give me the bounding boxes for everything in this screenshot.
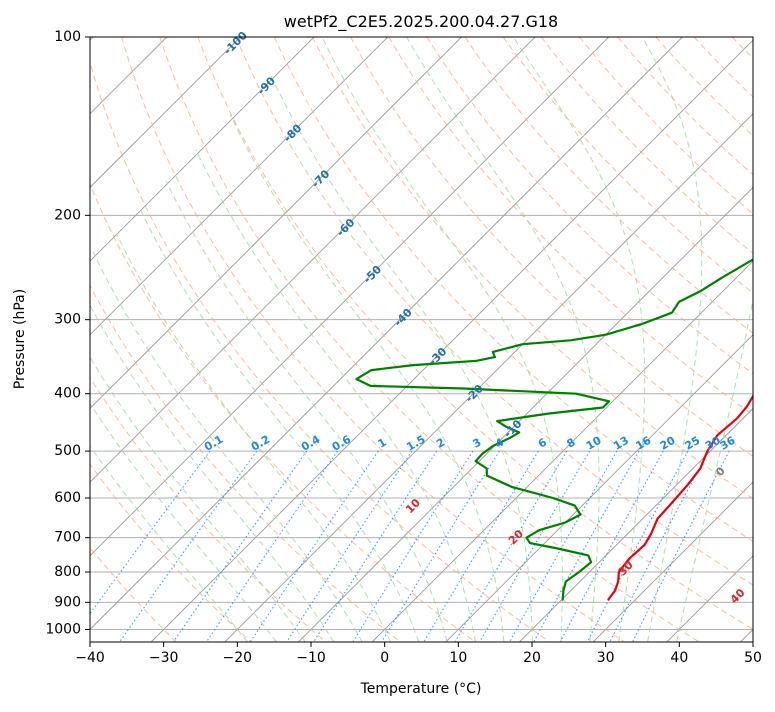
y-tick-label: 300 xyxy=(54,312,81,328)
y-tick-label: 600 xyxy=(54,490,81,506)
x-tick-label: 40 xyxy=(670,650,688,666)
y-tick-label: 100 xyxy=(54,29,81,45)
y-tick-label: 900 xyxy=(54,594,81,610)
y-tick-label: 700 xyxy=(54,530,81,546)
y-tick-label: 800 xyxy=(54,564,81,580)
y-tick-label: 200 xyxy=(54,207,81,223)
x-tick-label: 20 xyxy=(523,650,541,666)
y-tick-label: 1000 xyxy=(45,621,81,637)
x-tick-label: −20 xyxy=(223,650,253,666)
x-tick-label: 0 xyxy=(380,650,389,666)
x-tick-label: −10 xyxy=(296,650,326,666)
x-tick-label: −30 xyxy=(149,650,179,666)
chart-title: wetPf2_C2E5.2025.200.04.27.G18 xyxy=(284,12,558,32)
x-tick-label: −40 xyxy=(75,650,105,666)
x-axis-label: Temperature (°C) xyxy=(360,681,482,697)
x-tick-label: 50 xyxy=(744,650,762,666)
y-axis-label: Pressure (hPa) xyxy=(12,289,28,389)
y-tick-label: 400 xyxy=(54,386,81,402)
y-tick-label: 500 xyxy=(54,443,81,459)
x-tick-label: 30 xyxy=(597,650,615,666)
x-tick-label: 10 xyxy=(449,650,467,666)
